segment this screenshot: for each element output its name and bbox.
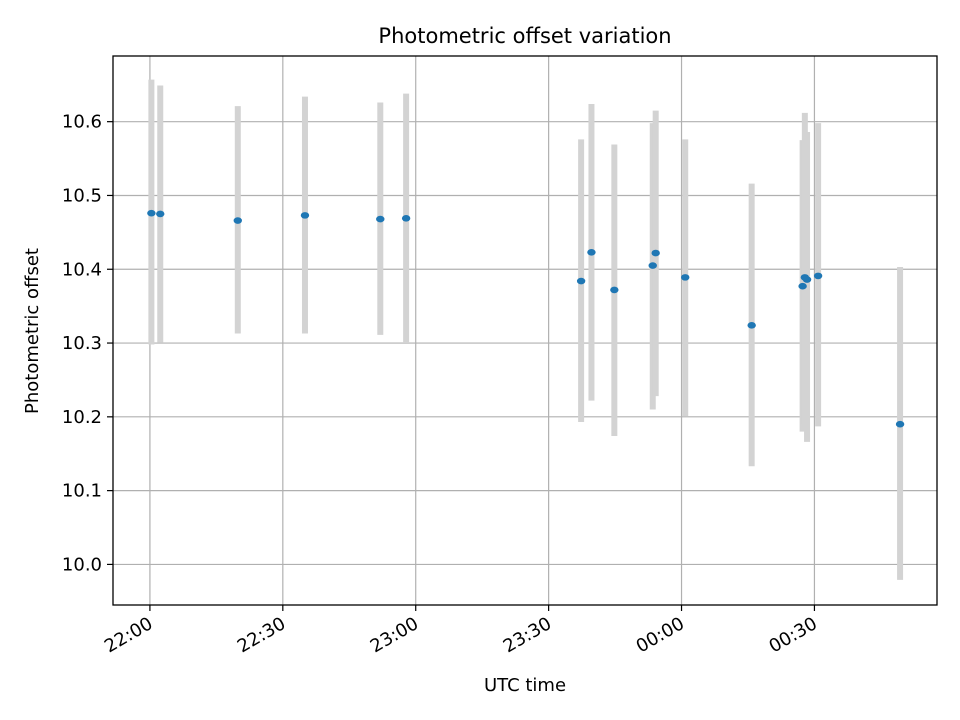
data-point (233, 217, 242, 224)
y-axis-label: Photometric offset (22, 248, 43, 414)
data-point (376, 215, 385, 223)
y-tick-label: 10.6 (62, 112, 102, 133)
data-point (681, 274, 690, 281)
y-tick-label: 10.4 (62, 259, 102, 280)
data-point (610, 286, 619, 294)
data-point (802, 276, 812, 283)
data-point (813, 272, 823, 280)
data-point (648, 262, 657, 269)
y-tick-label: 10.2 (62, 407, 102, 428)
y-tick-label: 10.5 (62, 185, 102, 206)
y-tick-label: 10.1 (62, 481, 102, 502)
y-tick-label: 10.0 (62, 554, 102, 575)
y-tick-label: 10.3 (62, 333, 102, 354)
data-point (895, 420, 905, 428)
data-point (156, 210, 165, 218)
x-axis-label: UTC time (484, 675, 566, 696)
data-point (747, 322, 756, 329)
data-point (798, 282, 807, 290)
data-point (651, 249, 660, 257)
data-point (300, 212, 310, 219)
data-point (587, 248, 596, 256)
data-point (401, 215, 411, 222)
point-layer (147, 209, 905, 428)
plot-frame (112, 55, 938, 606)
chart-title: Photometric offset variation (378, 24, 671, 48)
data-point (576, 277, 586, 285)
data-point (147, 209, 156, 217)
